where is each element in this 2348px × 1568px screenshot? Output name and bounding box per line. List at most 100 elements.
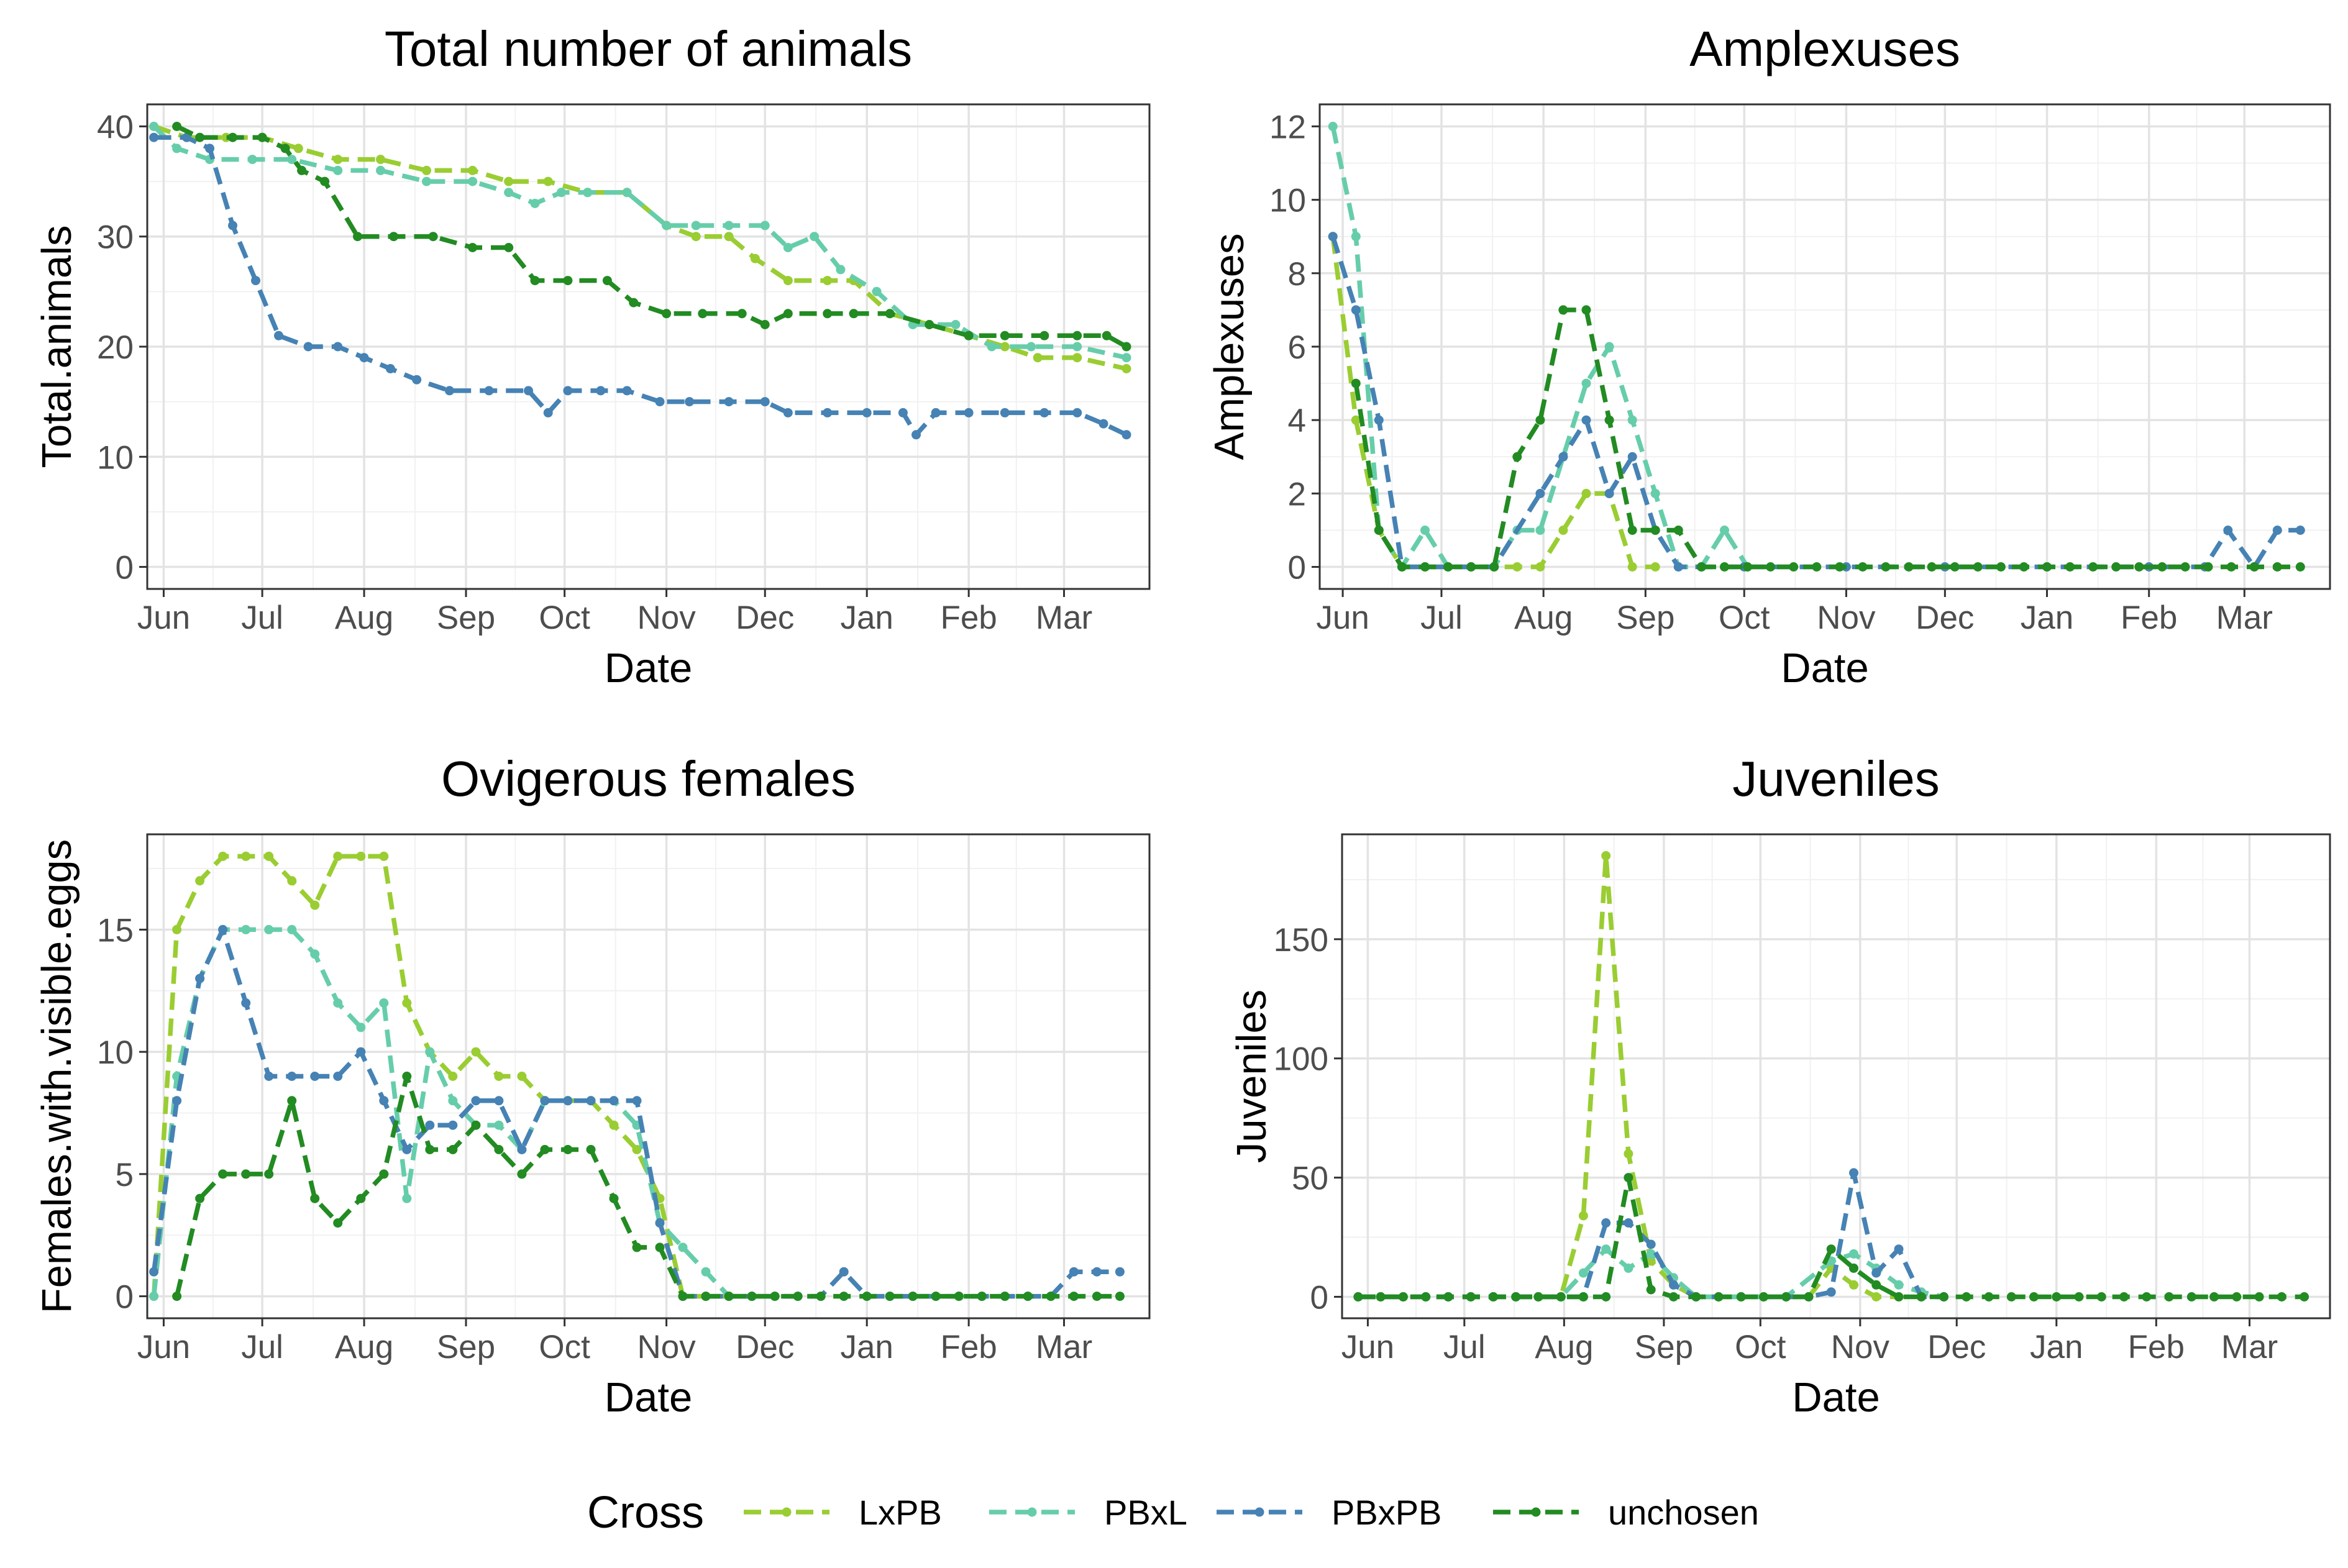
data-point-unchosen: [1927, 562, 1937, 572]
data-point-PBxPB: [425, 1120, 435, 1130]
data-point-unchosen: [1650, 526, 1660, 535]
legend-item-LxPB: LxPB: [744, 1493, 942, 1532]
data-point-unchosen: [908, 1292, 918, 1301]
data-point-PBxPB: [760, 397, 770, 407]
data-point-unchosen: [823, 309, 833, 319]
data-point-PBxL: [1535, 526, 1545, 535]
data-point-PBxPB: [1092, 1267, 1102, 1277]
data-point-PBxL: [379, 998, 389, 1008]
data-point-PBxPB: [412, 375, 422, 385]
x-tick-label: Jun: [1316, 599, 1369, 636]
data-point-unchosen: [632, 1242, 642, 1252]
data-point-PBxL: [1581, 378, 1591, 388]
data-point-unchosen: [2232, 1292, 2242, 1301]
data-point-unchosen: [195, 132, 205, 142]
data-point-PBxL: [1328, 122, 1338, 131]
data-point-unchosen: [1673, 526, 1683, 535]
data-point-unchosen: [1720, 562, 1729, 572]
data-point-unchosen: [885, 309, 895, 319]
data-point-PBxPB: [2223, 526, 2233, 535]
y-tick-label: 8: [1288, 256, 1306, 293]
data-point-PBxPB: [1826, 1287, 1836, 1297]
data-point-unchosen: [2254, 1292, 2264, 1301]
x-axis-label: Date: [1781, 645, 1869, 691]
data-point-unchosen: [228, 132, 237, 142]
data-point-LxPB: [241, 851, 251, 861]
data-point-PBxPB: [622, 386, 632, 396]
data-point-PBxPB: [333, 1072, 343, 1081]
data-point-unchosen: [356, 1193, 366, 1203]
data-point-unchosen: [2065, 562, 2075, 572]
data-point-unchosen: [964, 330, 974, 340]
data-point-LxPB: [1871, 1292, 1881, 1301]
data-point-unchosen: [2142, 1292, 2152, 1301]
data-point-unchosen: [1714, 1292, 1724, 1301]
data-point-PBxPB: [2272, 526, 2282, 535]
data-point-unchosen: [1812, 562, 1822, 572]
x-tick-label: Jan: [840, 1329, 893, 1365]
data-point-PBxPB: [274, 330, 283, 340]
data-point-PBxPB: [471, 1096, 481, 1106]
data-point-PBxPB: [655, 1218, 665, 1228]
data-point-LxPB: [494, 1072, 504, 1081]
x-tick-label: Feb: [2128, 1329, 2185, 1365]
x-tick-label: Oct: [539, 1329, 590, 1365]
data-point-PBxL: [724, 221, 734, 230]
data-point-LxPB: [172, 924, 182, 934]
data-point-unchosen: [1904, 562, 1914, 572]
y-tick-label: 30: [97, 219, 134, 256]
data-point-PBxPB: [385, 364, 395, 373]
data-point-unchosen: [1000, 1292, 1010, 1301]
data-point-LxPB: [287, 876, 297, 886]
data-point-PBxPB: [484, 386, 494, 396]
data-point-unchosen: [2088, 562, 2098, 572]
legend-label: PBxPB: [1332, 1493, 1441, 1532]
data-point-PBxPB: [1535, 488, 1545, 498]
data-point-PBxPB: [563, 386, 573, 396]
data-point-PBxPB: [964, 408, 974, 417]
data-point-unchosen: [241, 1169, 251, 1179]
data-point-unchosen: [2157, 562, 2167, 572]
data-point-unchosen: [2249, 562, 2259, 572]
data-point-unchosen: [1789, 562, 1799, 572]
y-tick-label: 0: [1310, 1279, 1328, 1316]
data-point-LxPB: [1535, 562, 1545, 572]
data-point-unchosen: [1376, 1292, 1386, 1301]
y-tick-label: 6: [1288, 329, 1306, 366]
data-point-unchosen: [1736, 1292, 1746, 1301]
x-tick-label: Sep: [1635, 1329, 1693, 1365]
series-layer: [149, 851, 1125, 1301]
data-point-PBxL: [1650, 488, 1660, 498]
data-point-PBxL: [783, 243, 793, 252]
panel-title: Amplexuses: [1689, 21, 1960, 76]
panel-title: Juveniles: [1732, 751, 1940, 806]
data-point-PBxL: [583, 188, 593, 198]
y-tick-label: 10: [1269, 183, 1306, 219]
x-tick-label: Aug: [1535, 1329, 1593, 1365]
data-point-PBxL: [422, 176, 431, 186]
data-point-unchosen: [1353, 1292, 1363, 1301]
data-point-unchosen: [885, 1292, 895, 1301]
data-point-unchosen: [747, 1292, 757, 1301]
legend-label: PBxL: [1104, 1493, 1187, 1532]
data-point-unchosen: [1069, 1292, 1079, 1301]
data-point-PBxL: [241, 924, 251, 934]
data-point-LxPB: [1578, 1211, 1588, 1221]
data-point-PBxPB: [251, 276, 260, 286]
data-point-PBxL: [810, 232, 820, 242]
data-point-PBxL: [1072, 342, 1082, 352]
data-point-PBxL: [333, 165, 343, 175]
panel-title: Ovigerous females: [441, 751, 856, 806]
x-tick-label: Jun: [137, 1329, 190, 1365]
data-point-LxPB: [632, 1145, 642, 1154]
data-point-PBxL: [1894, 1280, 1904, 1290]
data-point-unchosen: [770, 1292, 780, 1301]
data-point-unchosen: [2042, 562, 2052, 572]
data-point-unchosen: [1351, 378, 1361, 388]
data-point-unchosen: [1374, 526, 1384, 535]
data-point-unchosen: [862, 1292, 872, 1301]
data-point-PBxPB: [524, 386, 533, 396]
data-point-PBxL: [1849, 1249, 1858, 1259]
data-point-unchosen: [264, 1169, 274, 1179]
data-point-PBxPB: [1351, 305, 1361, 315]
